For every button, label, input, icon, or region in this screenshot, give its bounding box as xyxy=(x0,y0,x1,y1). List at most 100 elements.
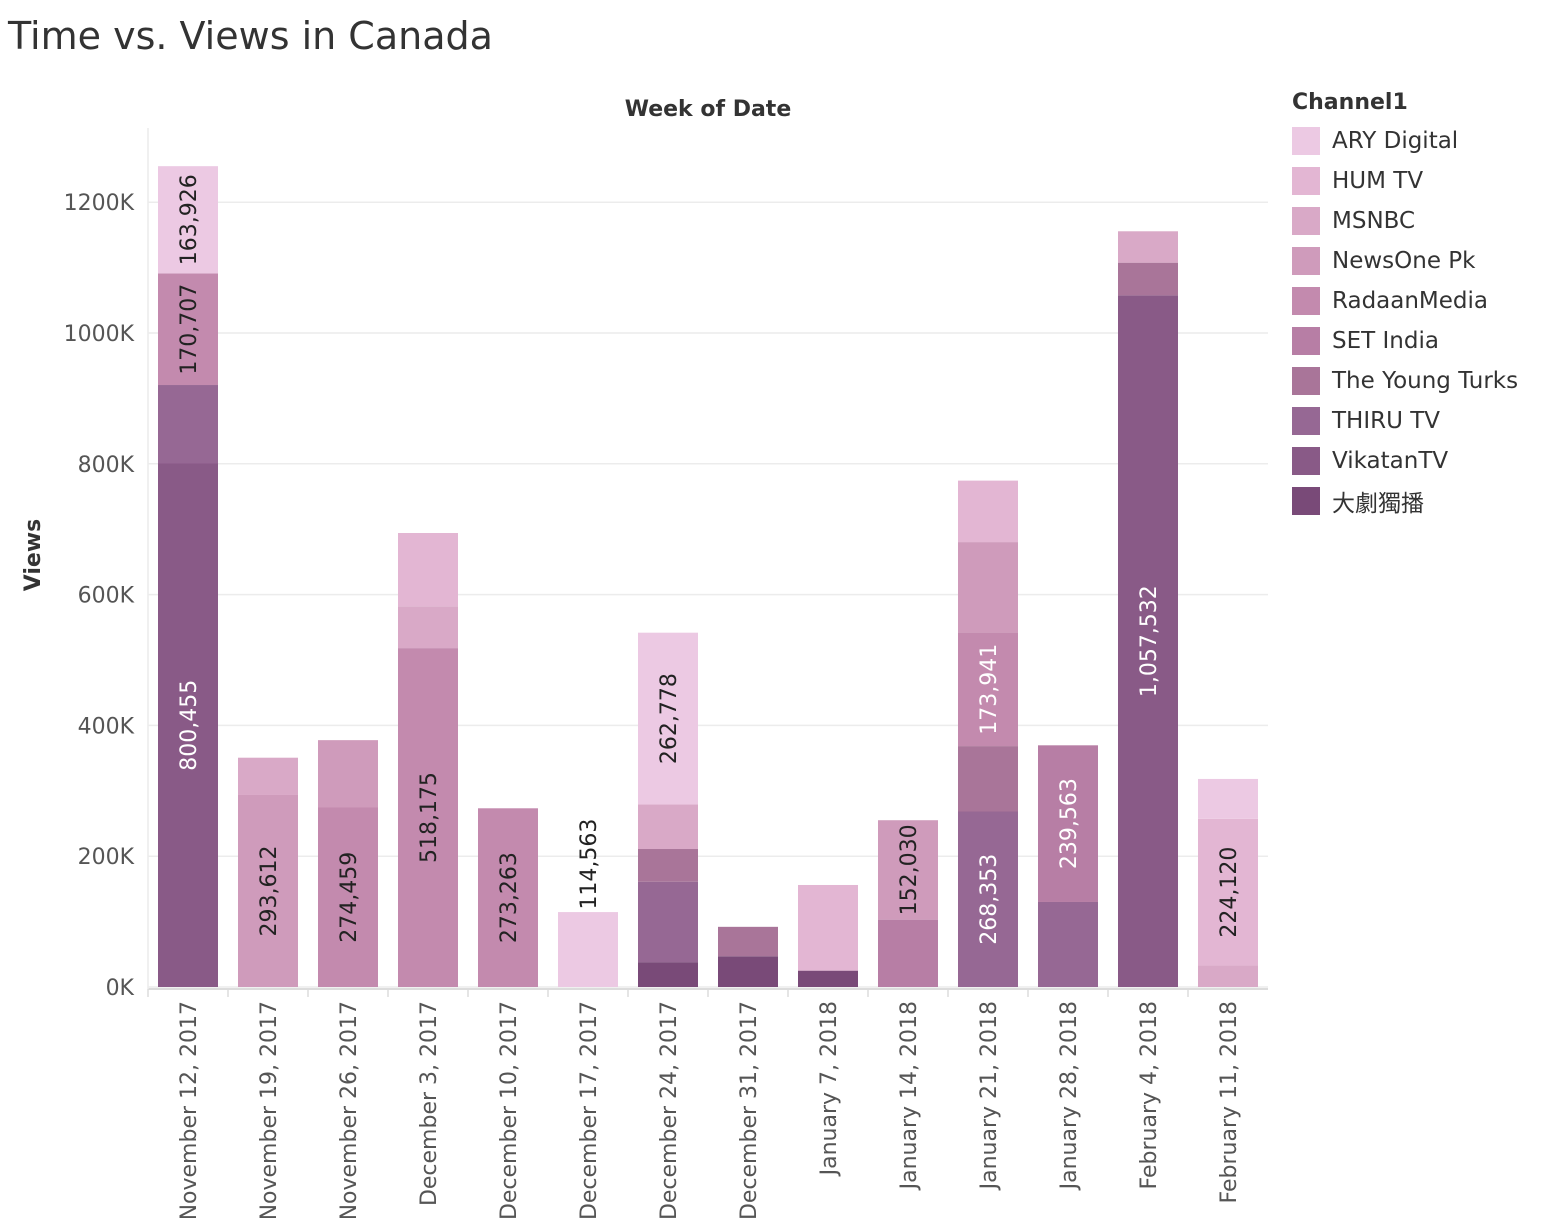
bar-segment[interactable] xyxy=(798,970,858,987)
data-label: 224,120 xyxy=(1217,847,1242,938)
legend-item[interactable]: 大劇獨播 xyxy=(1292,481,1518,521)
bar-segment[interactable] xyxy=(398,533,458,607)
data-label: 268,353 xyxy=(977,854,1002,945)
x-tick-label: December 17, 2017 xyxy=(577,1001,602,1218)
x-tick-label: December 31, 2017 xyxy=(737,1001,762,1218)
bar-segment[interactable] xyxy=(638,632,698,805)
bar-segment[interactable] xyxy=(958,542,1018,633)
bar-segment[interactable] xyxy=(398,606,458,649)
stacked-bar-chart: Week of Date Views 0K 200K 400K 600K 800K 100… xyxy=(21,97,1268,1218)
bar-segment[interactable] xyxy=(1118,295,1178,987)
legend-label: VikatanTV xyxy=(1332,448,1449,474)
column-header: Week of Date xyxy=(625,97,792,122)
data-label: 114,563 xyxy=(577,819,602,910)
x-tick-label: December 3, 2017 xyxy=(417,1001,442,1206)
bar-segment[interactable] xyxy=(958,632,1018,747)
y-tick-label: 800K xyxy=(78,453,135,478)
data-label: 518,175 xyxy=(417,772,442,863)
bar-segment[interactable] xyxy=(638,849,698,882)
legend-item[interactable]: THIRU TV xyxy=(1292,401,1518,441)
bar-segment[interactable] xyxy=(1118,262,1178,296)
legend-title: Channel1 xyxy=(1292,90,1408,115)
legend-swatch xyxy=(1292,247,1320,275)
data-label: 152,030 xyxy=(897,824,922,915)
x-tick-label: February 4, 2018 xyxy=(1137,1001,1162,1189)
bar-segment[interactable] xyxy=(1038,745,1098,902)
bar-segment[interactable] xyxy=(638,881,698,963)
bar-segment[interactable] xyxy=(718,956,778,987)
data-label: 173,941 xyxy=(977,644,1002,735)
y-tick-label: 400K xyxy=(78,714,135,739)
legend-label: 大劇獨播 xyxy=(1332,491,1424,517)
x-tick-label: December 24, 2017 xyxy=(657,1001,682,1218)
y-axis-label: Views xyxy=(21,519,46,592)
bar-segment[interactable] xyxy=(158,385,218,464)
y-axis-ticks: 0K 200K 400K 600K 800K 1000K 1200K xyxy=(64,191,135,1001)
legend-swatch xyxy=(1292,407,1320,435)
bar-segment[interactable] xyxy=(1118,231,1178,263)
data-label: 163,926 xyxy=(177,174,202,265)
y-tick-label: 600K xyxy=(78,584,135,609)
bars: 800,455 170,707 163,926 293,612 274,459 518,1… xyxy=(158,166,1258,987)
bar-segment[interactable] xyxy=(238,794,298,987)
x-tick-label: December 10, 2017 xyxy=(497,1001,522,1218)
data-label: 170,707 xyxy=(177,284,202,375)
legend-item[interactable]: HUM TV xyxy=(1292,161,1518,201)
bar-segment[interactable] xyxy=(958,811,1018,987)
legend-item[interactable]: ARY Digital xyxy=(1292,121,1518,161)
data-label: 273,263 xyxy=(497,852,522,943)
x-tick-label: November 12, 2017 xyxy=(177,1001,202,1218)
y-tick-label: 200K xyxy=(78,845,135,870)
bar-segment[interactable] xyxy=(318,740,378,808)
bar-segment[interactable] xyxy=(158,463,218,987)
bar-segment[interactable] xyxy=(638,962,698,987)
x-tick-label: January 7, 2018 xyxy=(817,1001,842,1177)
legend-item[interactable]: VikatanTV xyxy=(1292,441,1518,481)
legend-label: HUM TV xyxy=(1332,168,1424,194)
x-tick-label: January 14, 2018 xyxy=(897,1001,922,1191)
data-label: 800,455 xyxy=(177,680,202,771)
legend-label: ARY Digital xyxy=(1332,128,1459,154)
legend-item[interactable]: MSNBC xyxy=(1292,201,1518,241)
legend: Channel1 ARY Digital HUM TV MSNBC NewsOne P… xyxy=(1292,90,1518,521)
bar-segment[interactable] xyxy=(718,926,778,957)
bar-segment[interactable] xyxy=(958,480,1018,543)
bar-segment[interactable] xyxy=(238,757,298,795)
legend-swatch xyxy=(1292,487,1320,515)
bar-segment[interactable] xyxy=(558,912,618,987)
legend-label: MSNBC xyxy=(1332,208,1416,234)
legend-items: ARY Digital HUM TV MSNBC NewsOne Pk RadaanMe… xyxy=(1292,121,1518,521)
bar-segment[interactable] xyxy=(1198,818,1258,966)
legend-swatch xyxy=(1292,167,1320,195)
x-tick-label: November 26, 2017 xyxy=(337,1001,362,1218)
bar-segment[interactable] xyxy=(158,166,218,274)
legend-swatch xyxy=(1292,367,1320,395)
legend-item[interactable]: NewsOne Pk xyxy=(1292,241,1518,281)
legend-item[interactable]: The Young Turks xyxy=(1292,361,1518,401)
data-label: 274,459 xyxy=(337,852,362,943)
bar-segment[interactable] xyxy=(1038,901,1098,987)
bar-segment[interactable] xyxy=(1198,778,1258,819)
bar-segment[interactable] xyxy=(798,884,858,971)
legend-swatch xyxy=(1292,327,1320,355)
legend-swatch xyxy=(1292,127,1320,155)
x-tick-label: January 21, 2018 xyxy=(977,1001,1002,1191)
y-tick-label: 0K xyxy=(106,976,135,1001)
bar-segment[interactable] xyxy=(158,273,218,386)
data-label: 239,563 xyxy=(1057,778,1082,869)
legend-swatch xyxy=(1292,447,1320,475)
x-axis-ticks: November 12, 2017 November 19, 2017 Novemb… xyxy=(147,989,1242,1218)
legend-label: NewsOne Pk xyxy=(1332,248,1476,274)
legend-item[interactable]: RadaanMedia xyxy=(1292,281,1518,321)
bar-segment[interactable] xyxy=(398,648,458,987)
legend-item[interactable]: SET India xyxy=(1292,321,1518,361)
bar-segment[interactable] xyxy=(1198,965,1258,987)
bar-segment[interactable] xyxy=(878,820,938,920)
bar-segment[interactable] xyxy=(478,808,538,987)
bar-segment[interactable] xyxy=(318,807,378,987)
bar-segment[interactable] xyxy=(958,746,1018,812)
y-tick-label: 1200K xyxy=(64,191,135,216)
bar-segment[interactable] xyxy=(638,804,698,850)
data-label: 262,778 xyxy=(657,673,682,764)
bar-segment[interactable] xyxy=(878,919,938,987)
